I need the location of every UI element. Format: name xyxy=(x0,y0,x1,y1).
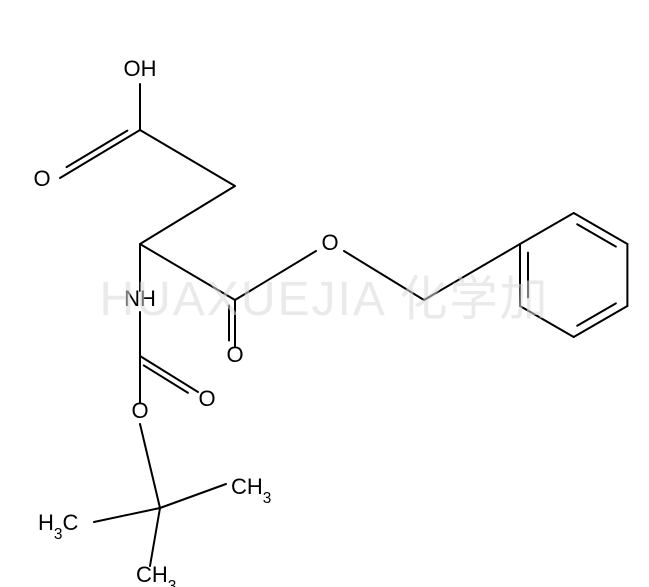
benzene-ring xyxy=(520,213,627,337)
atom-labels: OHOOONHOOCH3H3CCH3 xyxy=(33,56,338,587)
bond-layer xyxy=(60,84,520,566)
atom-label-OH_top: OH xyxy=(124,56,157,81)
atom-label-O_carb_dbl: O xyxy=(198,386,215,411)
atom-label-NH: NH xyxy=(124,286,156,311)
atom-label-O_mid_dbl: O xyxy=(226,342,243,367)
atom-label-O_carb_sgl: O xyxy=(131,398,148,423)
atom-label-CH3_l: H3C xyxy=(38,510,78,543)
atom-label-O_ester: O xyxy=(321,230,338,255)
atom-label-O_top_dbl: O xyxy=(33,166,50,191)
atom-label-CH3_b: CH3 xyxy=(136,562,176,587)
chemical-structure-svg: OHOOONHOOCH3H3CCH3 xyxy=(0,0,649,587)
atom-label-CH3_r: CH3 xyxy=(231,474,271,507)
